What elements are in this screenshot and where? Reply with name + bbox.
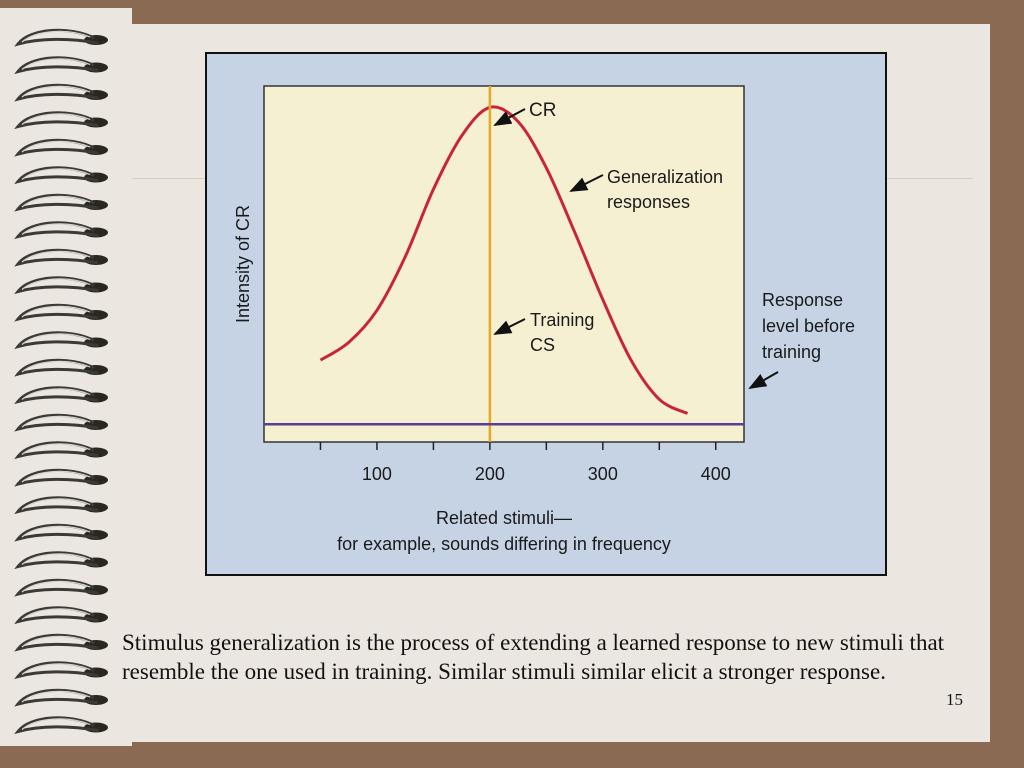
chart-svg: 100 200 300 400 Intensity of CR Related sti… (233, 85, 855, 554)
page-number: 15 (946, 690, 963, 709)
annotation-training-arrow (493, 318, 526, 335)
spiral-ring-icon (14, 441, 108, 460)
x-axis-label-line-2: for example, sounds differing in frequen… (337, 534, 671, 554)
x-axis-label-line-1: Related stimuli— (436, 508, 572, 528)
x-axis-tick-labels: 100 200 300 400 (362, 464, 731, 484)
spiral-binding-icon (14, 28, 108, 735)
spiral-ring-icon (14, 468, 108, 487)
annotation-generalization-line-1: Generalization (607, 167, 723, 187)
spiral-ring-icon (14, 166, 108, 185)
spiral-ring-icon (14, 606, 108, 625)
spiral-ring-icon (14, 496, 108, 515)
spiral-ring-icon (14, 358, 108, 377)
spiral-ring-icon (14, 551, 108, 570)
spiral-ring-icon (14, 661, 108, 680)
spiral-ring-icon (14, 578, 108, 597)
annotation-training-line-1: Training (530, 310, 594, 330)
spiral-ring-icon (14, 276, 108, 295)
annotation-training-line-2: CS (530, 335, 555, 355)
spiral-ring-icon (14, 633, 108, 652)
annotation-cr: CR (529, 100, 556, 121)
annotation-baseline-arrow (748, 371, 779, 389)
annotation-generalization-line-2: responses (607, 192, 690, 212)
spiral-ring-icon (14, 28, 108, 47)
spiral-ring-icon (14, 111, 108, 130)
y-axis-label: Intensity of CR (233, 205, 253, 323)
spiral-ring-icon (14, 193, 108, 212)
spiral-ring-icon (14, 331, 108, 350)
spiral-ring-icon (14, 413, 108, 432)
annotation-cr-arrow (493, 108, 526, 126)
annotation-baseline-line-3: training (762, 342, 821, 362)
slide-caption: Stimulus generalization is the process o… (122, 630, 945, 684)
spiral-ring-icon (14, 83, 108, 102)
plot-area (263, 85, 745, 443)
spiral-ring-icon (14, 248, 108, 267)
spiral-ring-icon (14, 138, 108, 157)
reference-lines (264, 86, 744, 442)
annotation-baseline-line-1: Response (762, 290, 843, 310)
notebook-page-edge (0, 8, 132, 746)
spiral-ring-icon (14, 688, 108, 707)
spiral-ring-icon (14, 523, 108, 542)
spiral-ring-icon (14, 221, 108, 240)
spiral-ring-icon (14, 716, 108, 735)
spiral-ring-icon (14, 386, 108, 405)
spiral-ring-icon (14, 303, 108, 322)
spiral-ring-icon (14, 56, 108, 75)
annotation-generalization-arrow (569, 174, 604, 192)
x-axis-ticks (319, 442, 717, 450)
notebook-rule-line-right (887, 178, 973, 179)
x-tick-label-200: 200 (475, 464, 505, 484)
notebook-rule-line-left (132, 178, 205, 179)
x-tick-label-300: 300 (588, 464, 618, 484)
x-tick-label-400: 400 (701, 464, 731, 484)
chart-figure: 100 200 300 400 Intensity of CR Related sti… (205, 52, 887, 576)
annotation-baseline-line-2: level before (762, 316, 855, 336)
x-tick-label-100: 100 (362, 464, 392, 484)
